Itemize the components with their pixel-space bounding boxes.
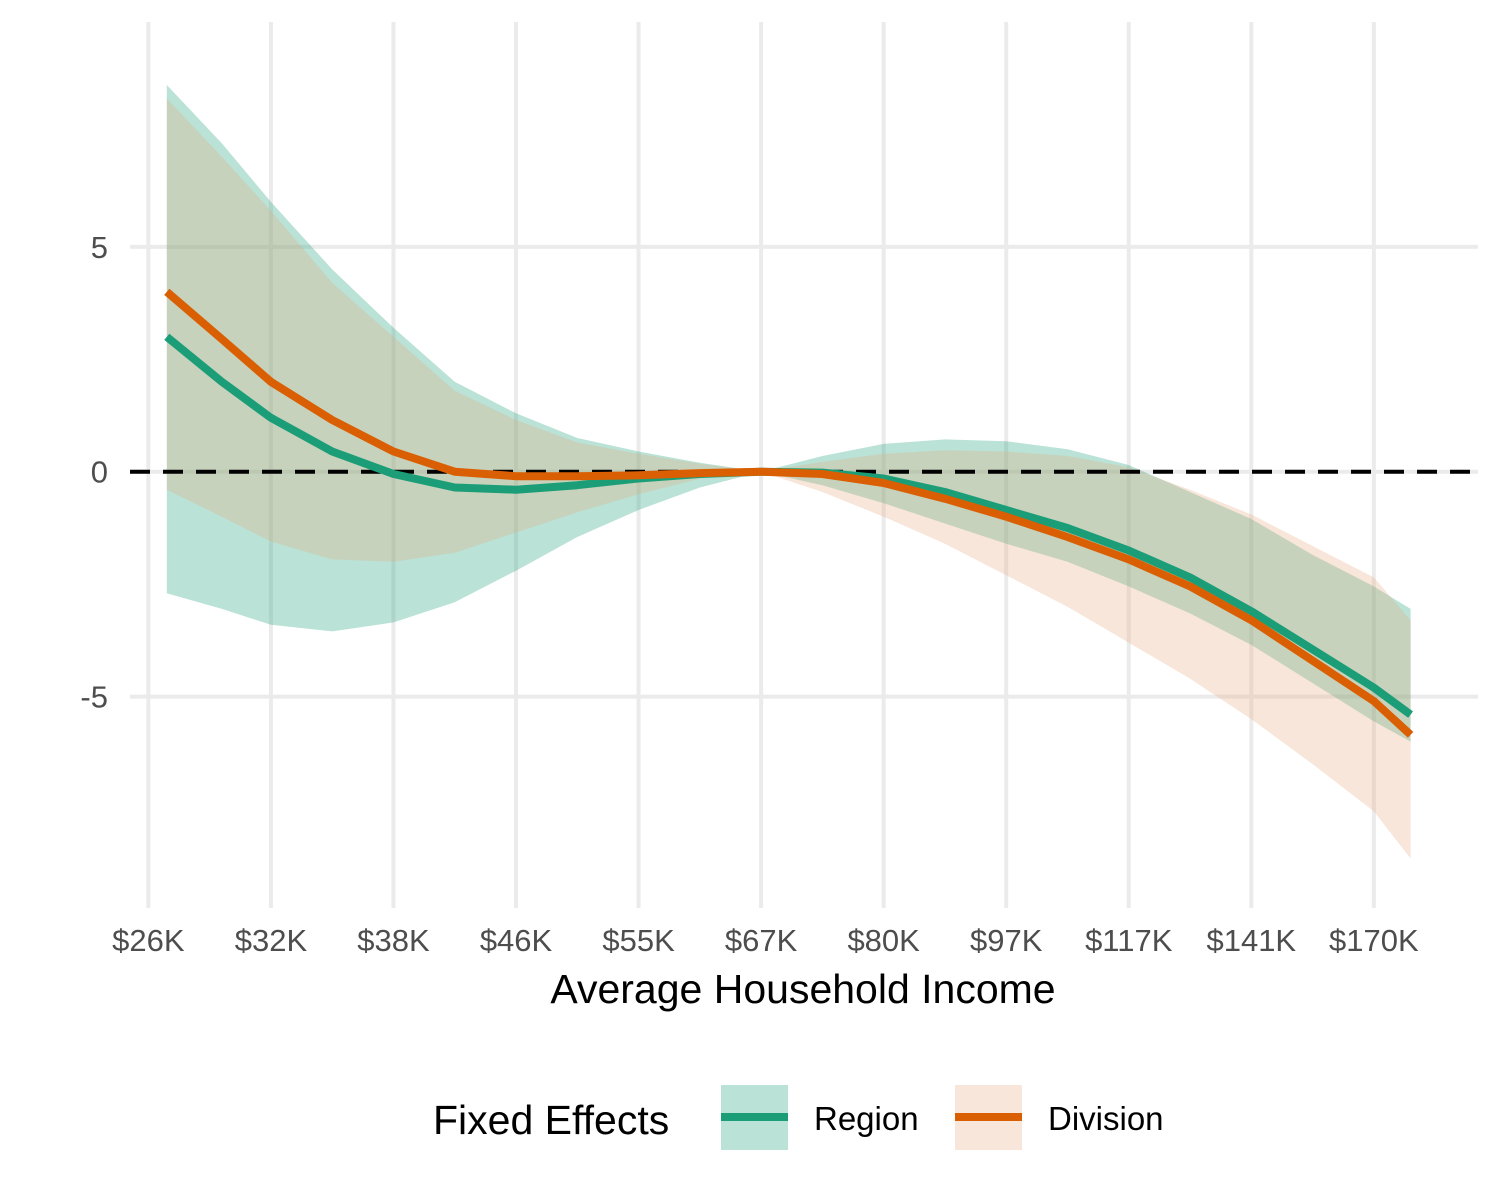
y-tick-labels: 5 0 -5 (80, 230, 108, 715)
legend: Fixed Effects Region Division (433, 1085, 1164, 1150)
x-tick-label: $67K (725, 923, 798, 958)
y-tick-label: 5 (91, 230, 108, 265)
y-tick-label: -5 (80, 680, 108, 715)
confidence-band-division (166, 98, 1411, 859)
x-tick-label: $117K (1085, 923, 1173, 958)
y-tick-label: 0 (91, 455, 108, 490)
x-tick-label: $46K (480, 923, 553, 958)
x-tick-label: $170K (1329, 923, 1419, 958)
confidence-band-region (166, 85, 1411, 742)
legend-label-region: Region (814, 1100, 919, 1137)
confidence-bands (166, 85, 1411, 859)
x-tick-label: $55K (602, 923, 675, 958)
legend-label-division: Division (1048, 1100, 1164, 1137)
x-tick-labels: $26K $32K $38K $46K $55K $67K $80K $97K $117K $14… (112, 923, 1419, 958)
x-axis-title: Average Household Income (550, 966, 1055, 1012)
x-tick-label: $38K (357, 923, 430, 958)
series-lines (164, 288, 1414, 738)
x-tick-label: $97K (970, 923, 1043, 958)
x-tick-label: $26K (112, 923, 185, 958)
x-tick-label: $32K (235, 923, 308, 958)
series-line-division (164, 288, 1414, 738)
x-tick-label: $141K (1206, 923, 1296, 958)
x-tick-label: $80K (847, 923, 920, 958)
legend-title: Fixed Effects (433, 1097, 669, 1143)
